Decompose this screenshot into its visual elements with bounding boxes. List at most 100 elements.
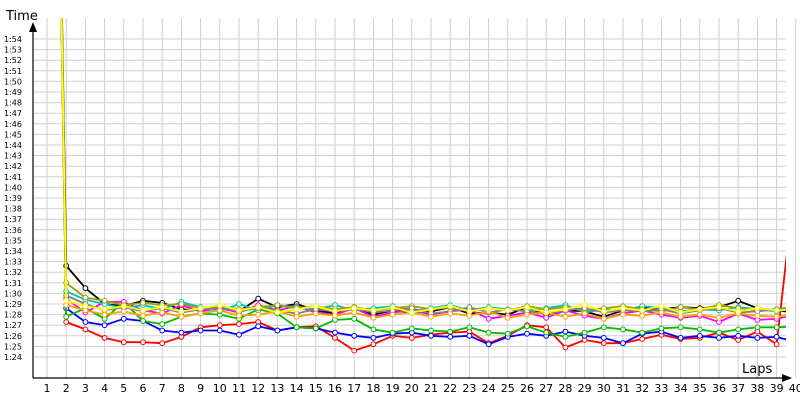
y-tick-label: 1:39 [4,194,22,203]
data-point [620,340,626,347]
data-point [351,315,358,322]
x-tick-label: 39 [770,382,784,395]
x-tick-labels: 1 2 3 4 5 6 7 8 9 10 11 12 13 14 15 16 17 18 19 20 21 22 23 24 2… [44,382,800,395]
series-line [61,18,786,318]
series-line [60,18,786,320]
data-point [600,315,607,322]
y-tick-label: 1:51 [4,67,22,76]
y-tick-label: 1:47 [4,109,22,118]
y-tick-label: 1:34 [4,247,22,256]
data-point [696,332,703,339]
data-point [504,314,511,321]
data-point [389,311,396,318]
data-point [754,312,761,319]
data-point [658,309,665,316]
data-point [466,332,473,339]
y-tick-label: 1:54 [4,35,22,44]
data-point [82,294,89,301]
x-tick-label: 34 [674,382,688,395]
data-point [581,329,588,336]
data-point [332,335,338,341]
x-tick-label: 3 [82,382,89,395]
data-point [178,308,185,315]
x-tick-label: 22 [443,382,457,395]
x-tick-label: 24 [482,382,496,395]
data-point [63,313,70,320]
data-point [101,335,108,341]
data-point [197,327,204,334]
data-point [716,329,722,336]
data-point [236,321,242,328]
x-tick-label: 16 [328,382,342,395]
data-point [524,304,530,311]
data-point [677,335,684,341]
y-tick-label: 1:28 [4,311,22,320]
series-8 [60,18,786,317]
data-point [332,329,338,336]
y-tick-label: 1:42 [4,162,22,171]
data-point [428,313,434,320]
x-tick-label: 5 [120,382,127,395]
data-point [312,325,319,332]
data-point [408,325,415,332]
data-point [370,326,377,333]
y-tick-label: 1:48 [4,99,22,108]
data-point [735,332,742,339]
x-tick-label: 35 [693,382,707,395]
y-tick-label: 1:43 [4,152,22,161]
data-point [639,329,646,336]
data-point [140,339,146,346]
data-point [101,297,108,304]
data-point [351,332,358,339]
data-point [159,304,166,311]
y-tick-label: 1:29 [4,300,22,309]
data-point [274,302,281,309]
x-tick-label: 28 [558,382,572,395]
series-2 [60,18,786,348]
series-line [60,18,786,346]
x-tick-label: 31 [616,382,630,395]
data-point [408,335,415,341]
data-point [773,341,780,348]
x-tick-label: 12 [251,382,265,395]
y-tick-label: 1:40 [4,183,22,192]
data-point [600,308,607,315]
x-tick-label: 11 [232,382,246,395]
x-axis-arrow-icon [782,374,792,382]
y-tick-label: 1:50 [4,77,22,86]
data-point [466,324,473,331]
data-point [159,327,166,334]
data-point [620,326,626,333]
data-point [504,307,511,314]
data-point [332,308,338,315]
x-tick-label: 23 [462,382,476,395]
data-point [428,332,434,339]
data-point [504,330,511,337]
data-point [620,305,626,312]
data-point [351,347,358,354]
x-tick-label: 32 [635,382,649,395]
data-point [447,310,454,317]
data-point [658,303,665,310]
x-tick-label: 2 [63,382,70,395]
data-point [754,324,761,331]
data-point [293,313,300,320]
data-point [140,318,146,324]
data-point [140,307,146,314]
data-point [639,307,646,314]
data-point [120,339,127,346]
x-tick-label: 26 [520,382,534,395]
axes [29,22,792,382]
data-point [370,341,377,348]
data-point [274,309,281,316]
series-line [60,18,786,314]
data-point [197,305,204,312]
data-point [754,335,761,341]
data-point [140,312,146,319]
x-tick-label: 29 [578,382,592,395]
y-tick-label: 1:25 [4,342,22,351]
data-point [485,329,492,336]
data-point [773,324,780,331]
data-point [255,311,262,318]
